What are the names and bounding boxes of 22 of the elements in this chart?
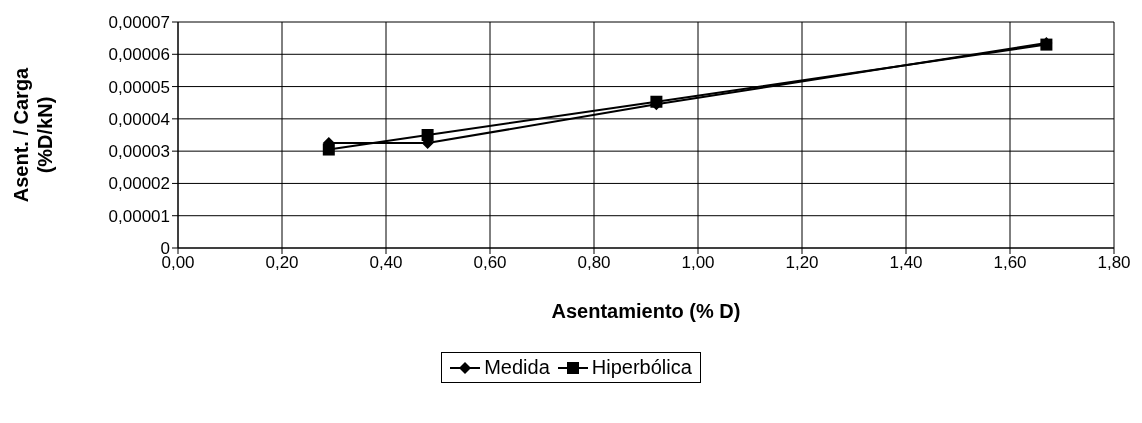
point — [322, 143, 335, 156]
legend-label: Medida — [484, 356, 550, 379]
y-tick-label: 0,00002 — [108, 174, 170, 194]
x-tick-label: 0,20 — [265, 253, 299, 273]
x-tick-label: 1,20 — [785, 253, 819, 273]
x-tick-label: 1,00 — [681, 253, 715, 273]
y-tick-label: 0,00004 — [108, 109, 170, 129]
x-tick-label: 0,60 — [473, 253, 507, 273]
x-tick-label: 1,80 — [1097, 253, 1131, 273]
x-tick-label: 0,80 — [577, 253, 611, 273]
point — [421, 129, 434, 141]
x-tick-label: 1,60 — [993, 253, 1027, 273]
y-tick-label: 0,00001 — [108, 206, 170, 226]
y-tick-label: 0,00005 — [108, 77, 170, 97]
x-axis-title: Asentamiento (% D) — [551, 300, 741, 322]
y-axis-title: Asent. / Carga (%D/kN) — [10, 66, 56, 203]
x-tick-label: 1,40 — [889, 253, 923, 273]
y-tick-label: 0,00007 — [108, 13, 170, 33]
y-tick-label: 0,00003 — [108, 142, 170, 162]
x-tick-label: 0,40 — [369, 253, 403, 273]
y-tick-label: 0,00006 — [108, 45, 170, 65]
legend-label: Hiperbólica — [591, 356, 692, 379]
